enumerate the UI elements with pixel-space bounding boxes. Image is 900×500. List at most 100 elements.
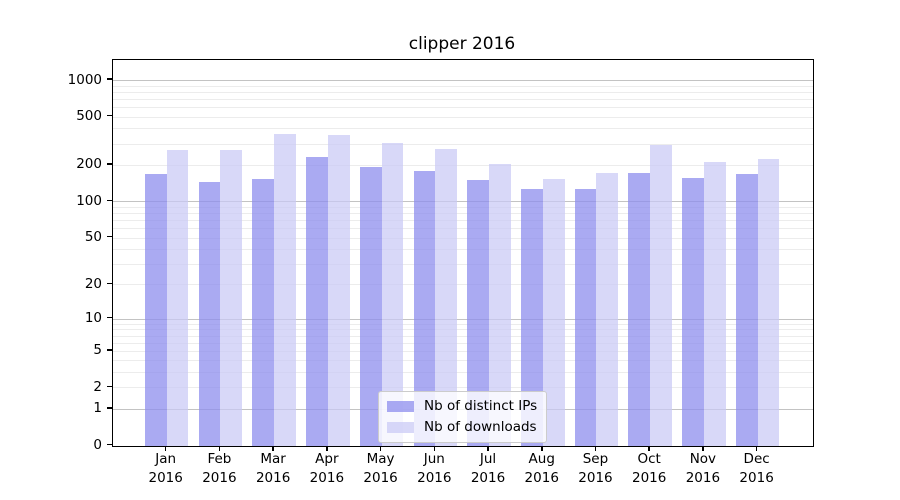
y-tick-mark (107, 199, 113, 202)
bar-downloads (274, 133, 296, 446)
x-tick-mark (272, 446, 274, 451)
year-label: 2016 (202, 470, 237, 486)
y-tick-label: 1 (93, 400, 102, 417)
year-label: 2016 (739, 470, 774, 486)
x-tick-mark (702, 446, 704, 451)
year-label: 2016 (309, 470, 345, 486)
x-tick-label-dec: Dec 2016 (726, 450, 788, 488)
month-label: Aug (528, 451, 555, 467)
x-tick-label-aug: Aug 2016 (511, 450, 573, 488)
y-tick-label: 1000 (67, 71, 102, 88)
x-tick-label-may: May 2016 (350, 450, 412, 488)
x-tick-label-sep: Sep 2016 (564, 450, 626, 488)
y-tick-label: 10 (84, 310, 102, 327)
minor-gridline (113, 237, 813, 239)
minor-gridline (113, 335, 813, 337)
bar-downloads (435, 149, 458, 446)
bar-distinct-ips (520, 189, 543, 446)
minor-gridline (113, 213, 813, 215)
x-tick-mark (433, 446, 436, 451)
year-label: 2016 (578, 470, 613, 486)
month-label: May (366, 451, 395, 467)
month-label: Sep (582, 451, 609, 467)
y-tick-label: 2 (93, 378, 102, 395)
y-tick-mark (107, 163, 113, 165)
month-label: Jan (155, 451, 177, 467)
minor-gridline (113, 329, 813, 331)
bar-downloads (489, 164, 511, 446)
minor-gridline (113, 220, 813, 222)
legend-swatch-distinct-ips (387, 400, 414, 412)
bar-downloads (327, 135, 350, 446)
y-tick-label: 500 (76, 108, 102, 125)
x-tick-mark (487, 446, 489, 451)
minor-gridline (113, 128, 813, 130)
y-tick-label: 100 (76, 192, 102, 209)
y-tick-label: 20 (84, 275, 102, 292)
minor-gridline (113, 206, 813, 208)
bar-distinct-ips (144, 174, 167, 446)
y-tick-label: 5 (93, 342, 102, 359)
bar-distinct-ips (359, 166, 382, 446)
minor-gridline (113, 323, 813, 325)
minor-gridline (113, 249, 813, 251)
y-tick-label: 50 (84, 229, 102, 246)
x-tick-mark (379, 446, 382, 451)
minor-gridline (113, 360, 813, 362)
bar-distinct-ips (198, 181, 221, 446)
month-label: Oct (637, 451, 661, 467)
x-tick-label-oct: Oct 2016 (618, 450, 680, 488)
minor-gridline (113, 387, 813, 389)
minor-gridline (113, 284, 813, 286)
month-label: Mar (260, 451, 286, 467)
x-tick-mark (164, 446, 167, 451)
x-tick-mark (326, 446, 328, 451)
month-label: Feb (207, 451, 232, 467)
month-label: Jun (423, 451, 445, 467)
y-tick-mark (107, 348, 113, 351)
x-tick-mark (755, 446, 758, 451)
minor-gridline (113, 85, 813, 87)
year-label: 2016 (470, 470, 506, 486)
year-label: 2016 (417, 470, 452, 486)
legend-item: Nb of downloads (387, 419, 537, 435)
y-tick-mark (107, 385, 113, 388)
bar-downloads (542, 179, 565, 446)
month-label: Dec (743, 451, 770, 467)
year-label: 2016 (685, 470, 721, 486)
minor-gridline (113, 263, 813, 265)
bar-downloads (596, 172, 619, 446)
minor-gridline (113, 91, 813, 93)
bar-distinct-ips (252, 179, 275, 446)
major-gridline (113, 201, 813, 203)
legend-label: Nb of distinct IPs (424, 398, 538, 414)
x-tick-mark (218, 446, 221, 451)
y-tick-mark (107, 316, 113, 319)
bar-downloads (381, 142, 404, 446)
x-tick-mark (540, 446, 543, 451)
bar-distinct-ips (306, 156, 328, 446)
y-tick-label: 200 (76, 156, 102, 173)
month-label: Jul (479, 451, 497, 467)
bar-distinct-ips (467, 180, 490, 446)
minor-gridline (113, 350, 813, 352)
x-tick-label-jun: Jun 2016 (403, 450, 465, 488)
year-label: 2016 (363, 470, 398, 486)
bar-distinct-ips (628, 172, 651, 446)
x-tick-mark (648, 446, 650, 451)
minor-gridline (113, 372, 813, 374)
y-tick-mark (107, 443, 113, 446)
x-tick-label-apr: Apr 2016 (296, 450, 358, 488)
minor-gridline (113, 143, 813, 145)
bar-distinct-ips (413, 170, 436, 446)
bar-downloads (220, 150, 243, 446)
year-label: 2016 (148, 470, 183, 486)
minor-gridline (113, 107, 813, 109)
year-label: 2016 (255, 470, 291, 486)
x-tick-label-nov: Nov 2016 (672, 450, 734, 488)
minor-gridline (113, 228, 813, 230)
minor-gridline (113, 98, 813, 100)
bar-downloads (757, 159, 780, 446)
minor-gridline (113, 342, 813, 344)
